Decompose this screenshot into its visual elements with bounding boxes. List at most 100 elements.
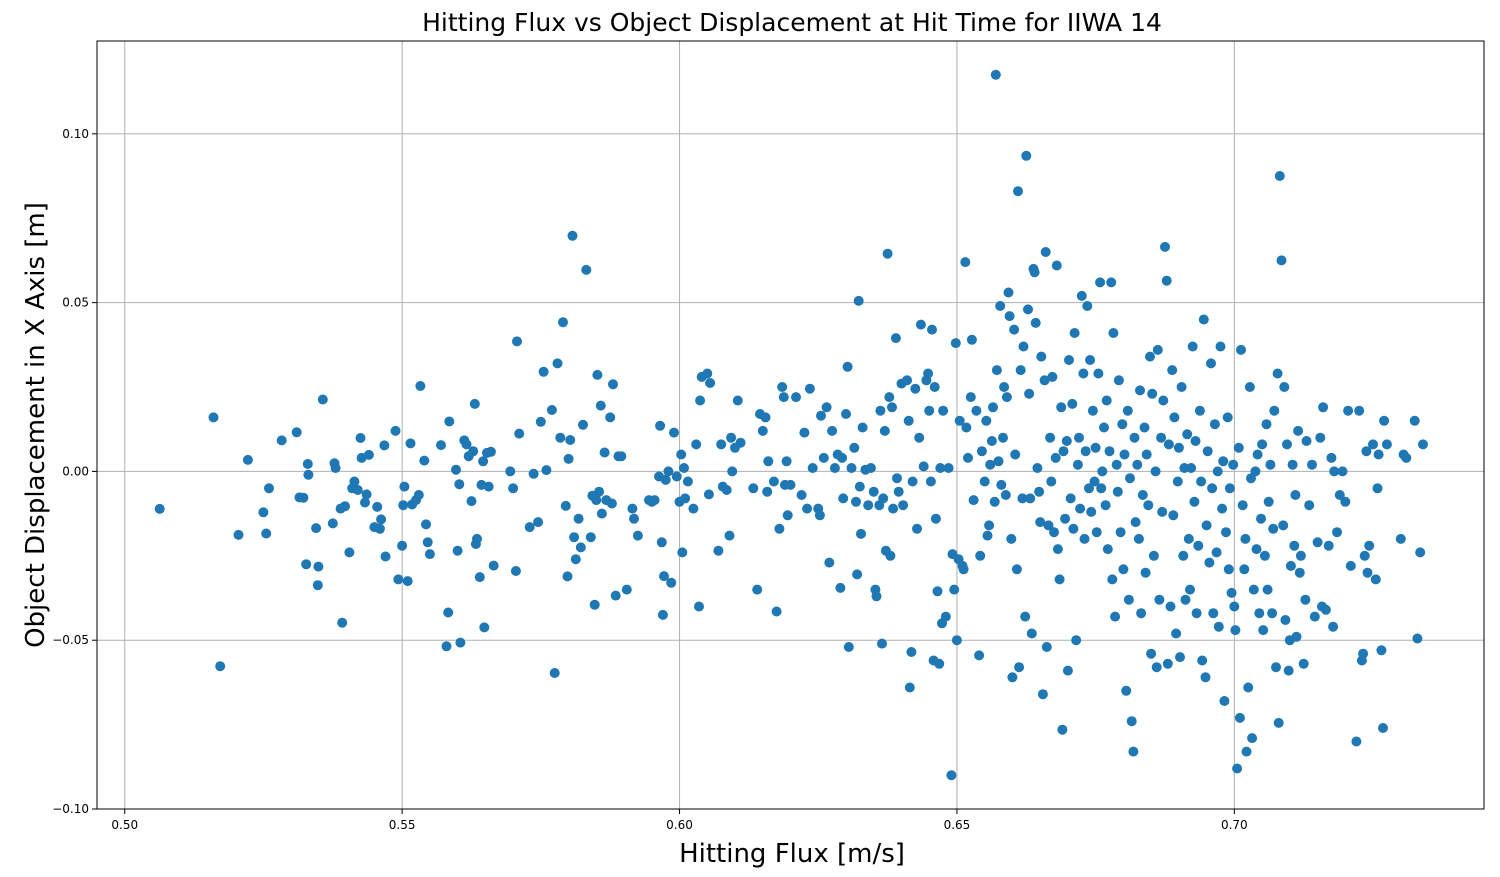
data-point <box>478 456 489 467</box>
data-point <box>724 530 735 541</box>
data-point <box>1030 317 1041 328</box>
data-point <box>242 454 253 465</box>
data-point <box>535 416 546 427</box>
data-point <box>261 528 272 539</box>
data-point <box>963 452 973 463</box>
data-point <box>312 580 323 591</box>
data-point <box>479 622 490 633</box>
data-point <box>1146 648 1157 659</box>
data-point <box>935 463 946 473</box>
data-point <box>1021 150 1032 161</box>
data-point <box>563 453 574 464</box>
data-point <box>413 490 424 500</box>
data-point <box>451 464 461 475</box>
data-point <box>925 476 936 487</box>
data-point <box>1409 415 1420 426</box>
data-point <box>1259 550 1270 561</box>
data-point <box>1175 652 1185 663</box>
data-point <box>835 582 846 593</box>
data-point <box>1013 186 1023 197</box>
data-point <box>298 492 309 503</box>
data-point <box>1006 533 1017 544</box>
data-point <box>988 402 998 413</box>
data-point <box>1196 476 1207 487</box>
data-point <box>1206 358 1216 369</box>
data-point <box>802 503 813 514</box>
data-point <box>627 503 638 514</box>
data-point <box>317 394 328 405</box>
data-point <box>1130 517 1141 528</box>
data-point <box>960 257 971 268</box>
data-point <box>1230 625 1241 636</box>
data-point <box>154 503 165 514</box>
data-point <box>846 463 857 473</box>
data-point <box>1050 452 1061 463</box>
data-point <box>927 324 937 335</box>
data-point <box>552 358 563 369</box>
data-point <box>589 599 600 610</box>
data-point <box>1252 449 1263 460</box>
data-point <box>1241 746 1252 757</box>
data-point <box>422 537 433 548</box>
data-point <box>923 368 934 379</box>
data-point <box>1370 574 1381 585</box>
data-point <box>1156 432 1167 443</box>
data-point <box>1032 463 1043 473</box>
x-tick-label: 0.60 <box>666 818 693 832</box>
data-point <box>679 463 689 473</box>
data-point <box>1054 574 1065 585</box>
data-point <box>327 518 338 529</box>
data-point <box>971 405 982 416</box>
data-point <box>929 382 940 392</box>
data-point <box>474 572 485 583</box>
data-point <box>1190 436 1201 446</box>
data-point <box>1208 608 1219 619</box>
data-point <box>694 601 704 612</box>
data-point <box>918 461 929 472</box>
data-point <box>1315 432 1326 443</box>
data-point <box>974 650 985 661</box>
data-point <box>1248 584 1259 595</box>
data-point <box>649 495 660 506</box>
data-point <box>215 661 226 672</box>
data-point <box>887 402 897 413</box>
data-point <box>1035 517 1046 528</box>
data-point <box>666 577 677 588</box>
data-point <box>1185 584 1195 595</box>
data-point <box>885 550 896 561</box>
data-point <box>1354 405 1365 416</box>
data-point <box>1139 422 1150 433</box>
data-point <box>1095 277 1106 288</box>
data-point <box>954 415 965 426</box>
data-point <box>818 452 829 463</box>
data-point <box>849 442 860 453</box>
data-point <box>1233 442 1244 453</box>
data-points <box>154 69 1428 781</box>
y-axis-label: Object Displacement in X Axis [m] <box>21 202 51 648</box>
data-point <box>1056 402 1067 413</box>
data-point <box>906 647 917 657</box>
data-point <box>851 496 861 507</box>
data-point <box>1100 500 1111 511</box>
y-tick-label: 0.05 <box>62 296 89 310</box>
x-tick-label: 0.55 <box>389 818 416 832</box>
data-point <box>979 476 990 487</box>
data-point <box>856 528 866 539</box>
data-point <box>1201 520 1212 531</box>
axis-ticks: 0.50 0.55 0.60 0.65 0.70 −0.10 −0.05 0.00 0.05 0.… <box>52 127 1247 832</box>
data-point <box>443 607 454 618</box>
data-point <box>1197 655 1208 666</box>
data-point <box>1218 456 1229 467</box>
data-point <box>657 609 668 620</box>
data-point <box>360 497 370 508</box>
data-point <box>676 449 687 460</box>
data-point <box>1079 533 1090 544</box>
data-point <box>1136 608 1147 619</box>
data-point <box>778 392 789 403</box>
data-point <box>1254 608 1265 619</box>
data-point <box>419 455 430 466</box>
data-point <box>732 395 743 406</box>
data-point <box>1362 567 1373 578</box>
data-point <box>1162 658 1173 669</box>
data-point <box>421 519 431 530</box>
